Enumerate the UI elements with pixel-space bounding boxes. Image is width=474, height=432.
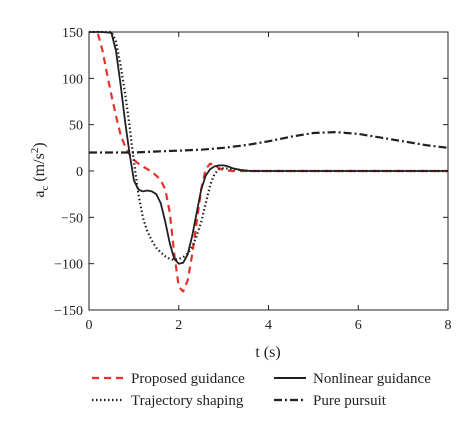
legend-item-nonlinear-guidance: Nonlinear guidance xyxy=(274,371,431,387)
series-line-proposed-guidance xyxy=(96,33,448,293)
legend-item-trajectory-shaping: Trajectory shaping xyxy=(92,393,244,409)
series-line-nonlinear-guidance xyxy=(89,31,448,265)
x-axis-title: t (s) xyxy=(255,344,280,361)
y-tick-label: 50 xyxy=(69,119,83,134)
series-line-trajectory-shaping xyxy=(89,30,448,262)
y-tick-label: 150 xyxy=(62,26,83,41)
x-tick-label: 0 xyxy=(86,318,93,333)
series-line-pure-pursuit xyxy=(89,131,449,154)
x-tick-label: 4 xyxy=(265,318,272,333)
x-tick-label: 8 xyxy=(445,318,452,333)
series-layer xyxy=(89,30,449,293)
legend-label-nonlinear-guidance: Nonlinear guidance xyxy=(313,371,431,387)
y-tick-label: 0 xyxy=(76,165,83,180)
y-axis-title: ac (m/s2) xyxy=(29,142,51,197)
x-tick-label: 6 xyxy=(355,318,362,333)
y-tick-label: −50 xyxy=(61,211,83,226)
legend-label-proposed-guidance: Proposed guidance xyxy=(131,371,245,387)
x-tick-label: 2 xyxy=(175,318,182,333)
x-axis-ticks: 0 2 4 6 8 xyxy=(86,32,452,333)
legend: Proposed guidance Nonlinear guidance Tra… xyxy=(92,371,431,409)
legend-label-pure-pursuit: Pure pursuit xyxy=(313,393,387,409)
legend-item-pure-pursuit: Pure pursuit xyxy=(274,393,387,409)
y-tick-label: −150 xyxy=(54,304,83,319)
y-tick-label: 100 xyxy=(62,72,83,87)
legend-label-trajectory-shaping: Trajectory shaping xyxy=(131,393,244,409)
y-axis-ticks: 150 100 50 0 −50 −100 −150 xyxy=(54,26,448,319)
legend-item-proposed-guidance: Proposed guidance xyxy=(92,371,245,387)
y-tick-label: −100 xyxy=(54,258,83,273)
